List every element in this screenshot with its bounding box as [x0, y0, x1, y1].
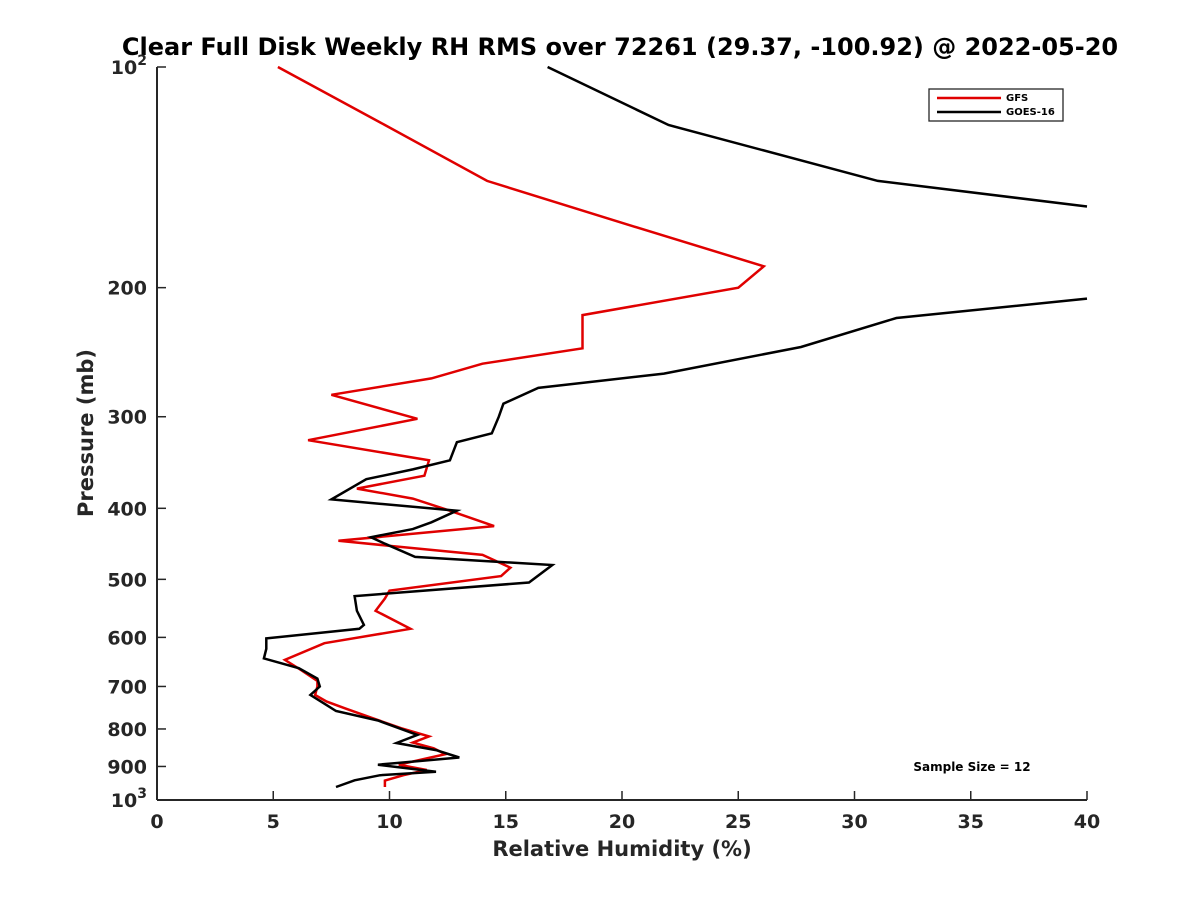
series-lines — [262, 65, 1088, 789]
legend-label-gfs: GFS — [1006, 93, 1028, 104]
series-line-gfs — [277, 65, 767, 787]
y-tick-label: 500 — [107, 569, 147, 591]
x-tick-label: 25 — [725, 811, 751, 833]
sample-size-annotation: Sample Size = 12 — [913, 760, 1030, 774]
y-tick-exponent: 2 — [137, 53, 147, 69]
series-line-goes16 — [547, 65, 1088, 208]
y-tick-base: 500 — [107, 569, 147, 591]
y-tick-label: 900 — [107, 756, 147, 778]
y-tick-base: 700 — [107, 676, 147, 698]
legend-label-goes16: GOES-16 — [1006, 107, 1055, 118]
y-tick-base: 600 — [107, 627, 147, 649]
y-tick-exponent: 3 — [137, 786, 147, 802]
x-tick-label: 40 — [1074, 811, 1100, 833]
y-tick-base: 900 — [107, 756, 147, 778]
y-tick-label: 600 — [107, 627, 147, 649]
chart-title: Clear Full Disk Weekly RH RMS over 72261… — [122, 33, 1118, 61]
y-tick-base: 300 — [107, 407, 147, 429]
y-tick-label: 200 — [107, 278, 147, 300]
y-axis-label: Pressure (mb) — [74, 349, 98, 517]
x-tick-label: 15 — [493, 811, 519, 833]
y-tick-base: 10 — [111, 57, 137, 79]
x-tick-label: 35 — [958, 811, 984, 833]
y-tick-base: 400 — [107, 498, 147, 520]
x-axis-ticks: 0 5 10 15 20 25 30 35 40 — [150, 791, 1100, 833]
x-tick-label: 0 — [150, 811, 163, 833]
y-tick-label: 102 — [111, 53, 147, 79]
x-tick-label: 20 — [609, 811, 635, 833]
legend: GFS GOES-16 — [928, 88, 1064, 122]
y-tick-label: 800 — [107, 719, 147, 741]
y-tick-base: 10 — [111, 790, 137, 812]
y-tick-label: 300 — [107, 407, 147, 429]
y-tick-base: 200 — [107, 278, 147, 300]
plot-area: 0 5 10 15 20 25 30 35 40 10220030040050060070080… — [107, 53, 1100, 833]
y-tick-label: 103 — [111, 786, 147, 812]
series-line-goes16-lower — [262, 297, 1088, 789]
x-tick-label: 5 — [267, 811, 280, 833]
legend-box — [928, 88, 1064, 122]
x-tick-label: 30 — [841, 811, 867, 833]
x-axis-label: Relative Humidity (%) — [492, 837, 751, 861]
x-tick-label: 10 — [376, 811, 402, 833]
y-tick-label: 400 — [107, 498, 147, 520]
y-tick-base: 800 — [107, 719, 147, 741]
y-tick-label: 700 — [107, 676, 147, 698]
